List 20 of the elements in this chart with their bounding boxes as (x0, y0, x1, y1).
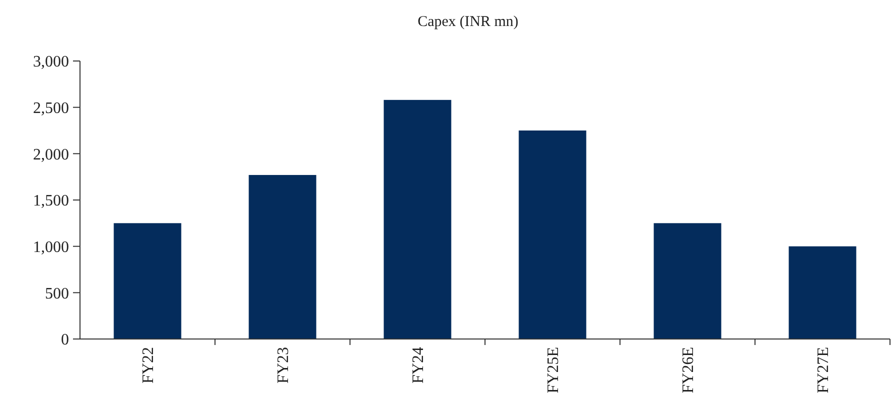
x-tick-label: FY22 (140, 347, 158, 384)
x-tick-label: FY25E (545, 347, 562, 394)
y-tick-label: 2,500 (33, 100, 69, 117)
y-tick-label: 1,500 (33, 192, 69, 210)
y-tick-label: 1,000 (33, 238, 69, 256)
bar (788, 246, 856, 339)
bar (248, 174, 316, 339)
x-tick-label: FY26E (680, 347, 698, 394)
bar (114, 223, 182, 339)
chart-title: Capex (INR mn) (418, 14, 518, 30)
bar (518, 130, 586, 339)
y-tick-label: 500 (45, 285, 69, 302)
y-tick-label: 2,000 (33, 146, 69, 164)
x-tick-label: FY23 (275, 347, 292, 384)
bar (654, 223, 722, 339)
y-tick-label: 0 (61, 332, 69, 349)
x-tick-label: FY27E (815, 347, 832, 394)
y-tick-label: 3,000 (33, 54, 69, 71)
bar (384, 100, 452, 339)
x-tick-label: FY24 (410, 347, 428, 384)
